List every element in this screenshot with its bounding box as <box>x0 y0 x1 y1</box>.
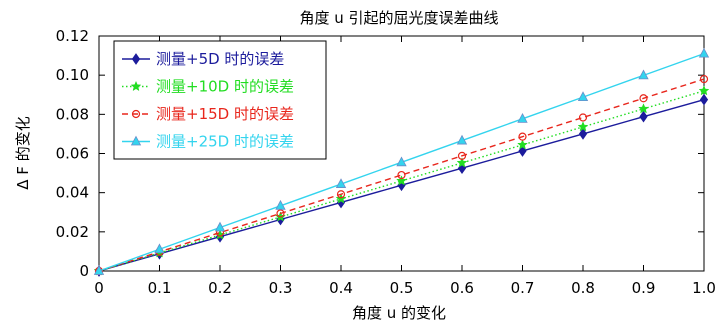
data-point <box>638 69 649 80</box>
legend-marker <box>131 109 141 119</box>
x-axis-label: 角度 u 的变化 <box>352 304 446 322</box>
data-point <box>275 199 286 210</box>
data-point <box>397 170 406 180</box>
y-tick-label: 0.06 <box>56 145 89 163</box>
y-tick-label: 0.12 <box>56 27 89 45</box>
x-tick-label: 0.1 <box>148 279 172 297</box>
legend-marker <box>131 53 141 65</box>
legend-marker <box>130 135 142 146</box>
data-point <box>698 47 710 58</box>
data-point <box>699 74 709 84</box>
x-tick-label: 0.5 <box>390 279 414 297</box>
y-tick-label: 0.08 <box>56 105 89 123</box>
data-point <box>699 93 709 106</box>
x-tick-label: 0.3 <box>269 279 293 297</box>
data-point <box>578 113 588 122</box>
y-tick-label: 0.02 <box>56 223 89 241</box>
y-tick-label: 0.10 <box>56 66 89 84</box>
series-3 <box>94 74 709 276</box>
data-point <box>578 128 588 140</box>
series-4 <box>93 47 710 275</box>
x-tick-label: 0.6 <box>450 279 474 297</box>
series-line <box>98 90 705 272</box>
data-point <box>517 139 528 150</box>
data-point <box>517 112 528 123</box>
data-point <box>457 151 467 160</box>
series-layer <box>93 47 710 277</box>
x-tick-label: 0 <box>94 279 104 297</box>
y-tick-label: 0 <box>79 262 89 280</box>
legend-label: 测量+5D 时的误差 <box>156 50 284 68</box>
data-point <box>154 243 165 254</box>
data-point <box>276 209 285 218</box>
x-axis: 0 0.1 0.2 0.3 0.4 0.5 0.6 0.7 0.8 0.9 1.0 <box>94 36 716 297</box>
x-tick-label: 0.8 <box>571 279 595 297</box>
legend-label: 测量+25D 时的误差 <box>156 133 294 151</box>
data-point <box>698 85 710 96</box>
data-point <box>456 157 468 168</box>
data-point <box>336 190 346 199</box>
data-point <box>577 121 589 132</box>
data-point <box>638 103 649 114</box>
x-tick-label: 0.2 <box>208 279 232 297</box>
data-point <box>335 178 347 188</box>
legend-label: 测量+15D 时的误差 <box>156 105 294 123</box>
data-point <box>335 193 347 204</box>
x-tick-label: 0.4 <box>329 279 353 297</box>
data-point <box>639 110 648 123</box>
data-point <box>396 156 407 167</box>
data-point <box>93 265 105 275</box>
data-point <box>577 91 589 101</box>
series-line <box>98 78 705 272</box>
data-point <box>639 94 648 103</box>
y-axis-label: Δ F 的变化 <box>14 116 32 189</box>
x-tick-label: 0.7 <box>511 279 535 297</box>
data-point <box>518 132 527 141</box>
legend-marker <box>130 80 142 92</box>
x-tick-label: 1.0 <box>692 279 716 297</box>
x-tick-label: 0.9 <box>632 279 656 297</box>
data-point <box>456 134 468 145</box>
y-tick-label: 0.04 <box>56 184 89 202</box>
legend-box <box>113 40 327 160</box>
chart-title: 角度 u 引起的屈光度误差曲线 <box>299 9 498 27</box>
data-point <box>396 175 407 186</box>
y-axis: 0 0.02 0.04 0.06 0.08 0.10 0.12 <box>56 27 704 280</box>
data-point <box>214 221 226 232</box>
legend-label: 测量+10D 时的误差 <box>156 78 294 96</box>
